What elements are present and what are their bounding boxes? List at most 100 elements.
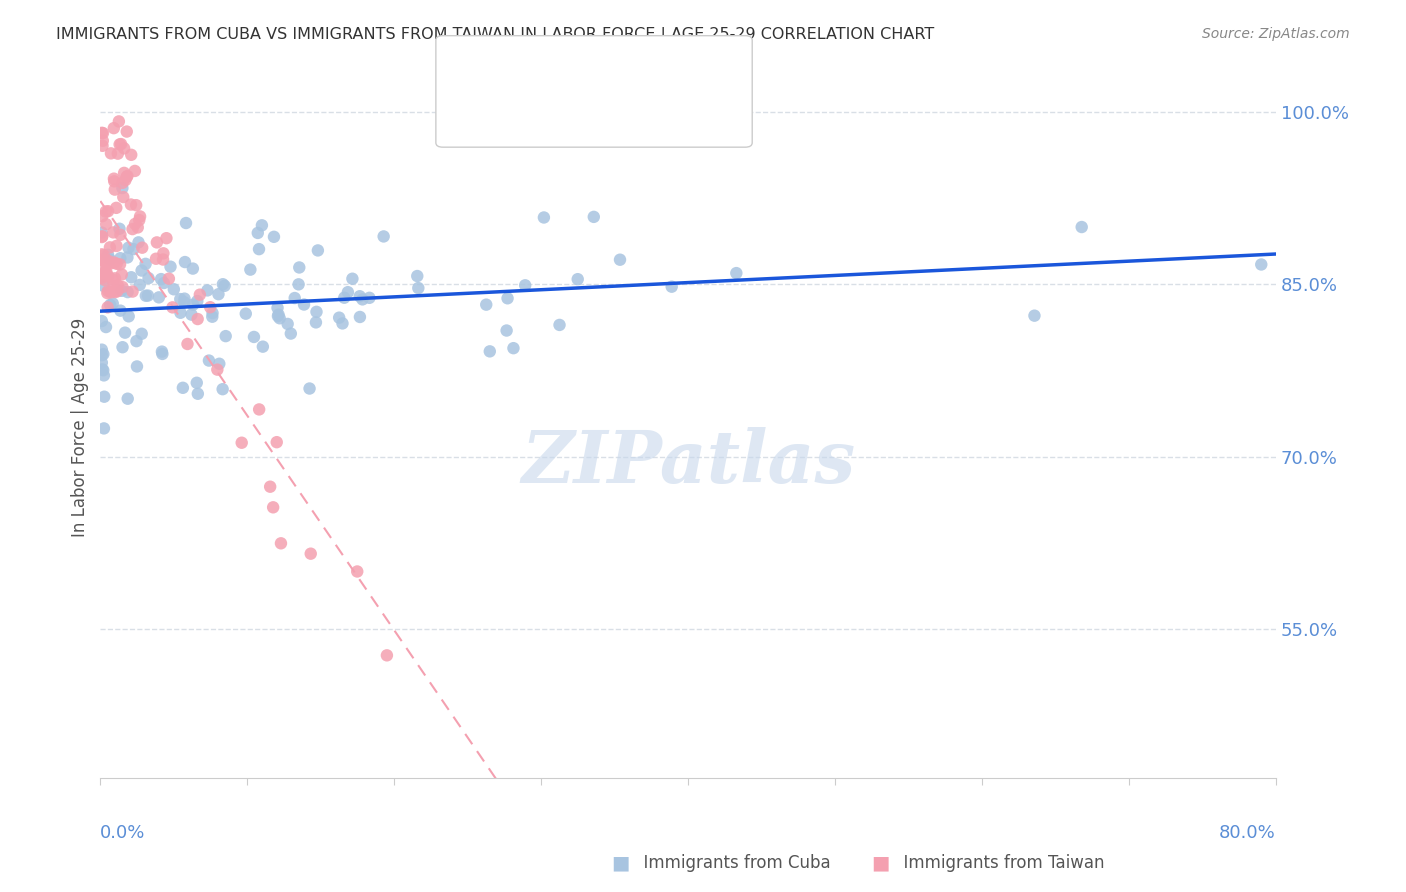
- Y-axis label: In Labor Force | Age 25-29: In Labor Force | Age 25-29: [72, 318, 89, 538]
- Point: [609, 252, 631, 267]
- Point: [91, 363, 114, 377]
- Point: [128, 235, 150, 250]
- Point: [207, 287, 229, 301]
- Point: [332, 317, 354, 331]
- Point: [1250, 258, 1272, 272]
- Point: [515, 278, 537, 293]
- Point: [211, 277, 233, 292]
- Point: [131, 326, 153, 341]
- Point: [107, 278, 129, 293]
- Point: [307, 244, 329, 258]
- Point: [115, 169, 138, 184]
- Point: [122, 242, 145, 256]
- Point: [269, 311, 291, 326]
- Point: [91, 270, 114, 285]
- Point: [163, 282, 186, 296]
- Point: [259, 480, 281, 494]
- Point: [94, 264, 117, 278]
- Point: [111, 181, 134, 195]
- Point: [111, 280, 134, 294]
- Point: [93, 273, 115, 287]
- Point: [305, 315, 328, 329]
- Point: [280, 326, 302, 341]
- Text: R = -0.215   N = 92: R = -0.215 N = 92: [496, 95, 659, 113]
- Point: [107, 146, 129, 161]
- Point: [127, 220, 149, 235]
- Point: [328, 310, 350, 325]
- Point: [201, 306, 224, 320]
- Point: [131, 263, 153, 277]
- Point: [502, 341, 524, 355]
- Point: [125, 334, 148, 348]
- Point: [124, 164, 146, 178]
- Point: [150, 347, 173, 361]
- Point: [97, 301, 120, 315]
- Point: [117, 285, 139, 299]
- Point: [110, 303, 132, 318]
- Point: [115, 124, 138, 138]
- Point: [284, 291, 307, 305]
- Point: [118, 310, 141, 324]
- Point: [93, 390, 115, 404]
- Point: [155, 231, 177, 245]
- Point: [90, 252, 112, 267]
- Point: [97, 269, 120, 284]
- Point: [90, 314, 112, 328]
- Point: [406, 268, 429, 283]
- Point: [128, 277, 150, 292]
- Point: [124, 217, 146, 231]
- Point: [114, 326, 136, 340]
- Point: [90, 247, 112, 261]
- Point: [108, 114, 131, 128]
- Point: [187, 312, 209, 326]
- Point: [288, 260, 311, 275]
- Text: ■: ■: [612, 854, 630, 872]
- Point: [112, 190, 135, 204]
- Point: [215, 329, 238, 343]
- Point: [131, 241, 153, 255]
- Point: [90, 126, 112, 140]
- Point: [103, 255, 125, 269]
- Point: [111, 284, 134, 298]
- Point: [475, 298, 498, 312]
- Point: [96, 286, 118, 301]
- Point: [91, 126, 114, 140]
- Point: [1024, 309, 1046, 323]
- Point: [169, 292, 191, 306]
- Point: [104, 271, 127, 285]
- Point: [114, 173, 136, 187]
- Point: [90, 343, 112, 357]
- Point: [103, 226, 125, 240]
- Point: [135, 289, 157, 303]
- Point: [346, 565, 368, 579]
- Point: [93, 347, 115, 361]
- Point: [287, 277, 309, 292]
- Point: [267, 309, 290, 323]
- Text: IMMIGRANTS FROM CUBA VS IMMIGRANTS FROM TAIWAN IN LABOR FORCE | AGE 25-29 CORREL: IMMIGRANTS FROM CUBA VS IMMIGRANTS FROM …: [56, 27, 935, 43]
- Point: [252, 340, 274, 354]
- Point: [239, 262, 262, 277]
- Point: [172, 381, 194, 395]
- Point: [211, 382, 233, 396]
- Point: [100, 256, 122, 270]
- Point: [146, 235, 169, 250]
- Point: [277, 317, 299, 331]
- Point: [111, 268, 134, 282]
- Point: [112, 166, 135, 180]
- Point: [145, 252, 167, 266]
- Point: [91, 209, 114, 223]
- Point: [169, 306, 191, 320]
- Point: [120, 148, 142, 162]
- Point: [235, 307, 257, 321]
- Point: [181, 261, 204, 276]
- Point: [100, 285, 122, 300]
- Point: [153, 276, 176, 290]
- Point: [582, 210, 605, 224]
- Point: [101, 273, 124, 287]
- Point: [103, 121, 125, 136]
- Point: [96, 265, 118, 279]
- Point: [111, 176, 134, 190]
- Text: 80.0%: 80.0%: [1219, 824, 1277, 842]
- Point: [104, 183, 127, 197]
- Point: [90, 226, 112, 240]
